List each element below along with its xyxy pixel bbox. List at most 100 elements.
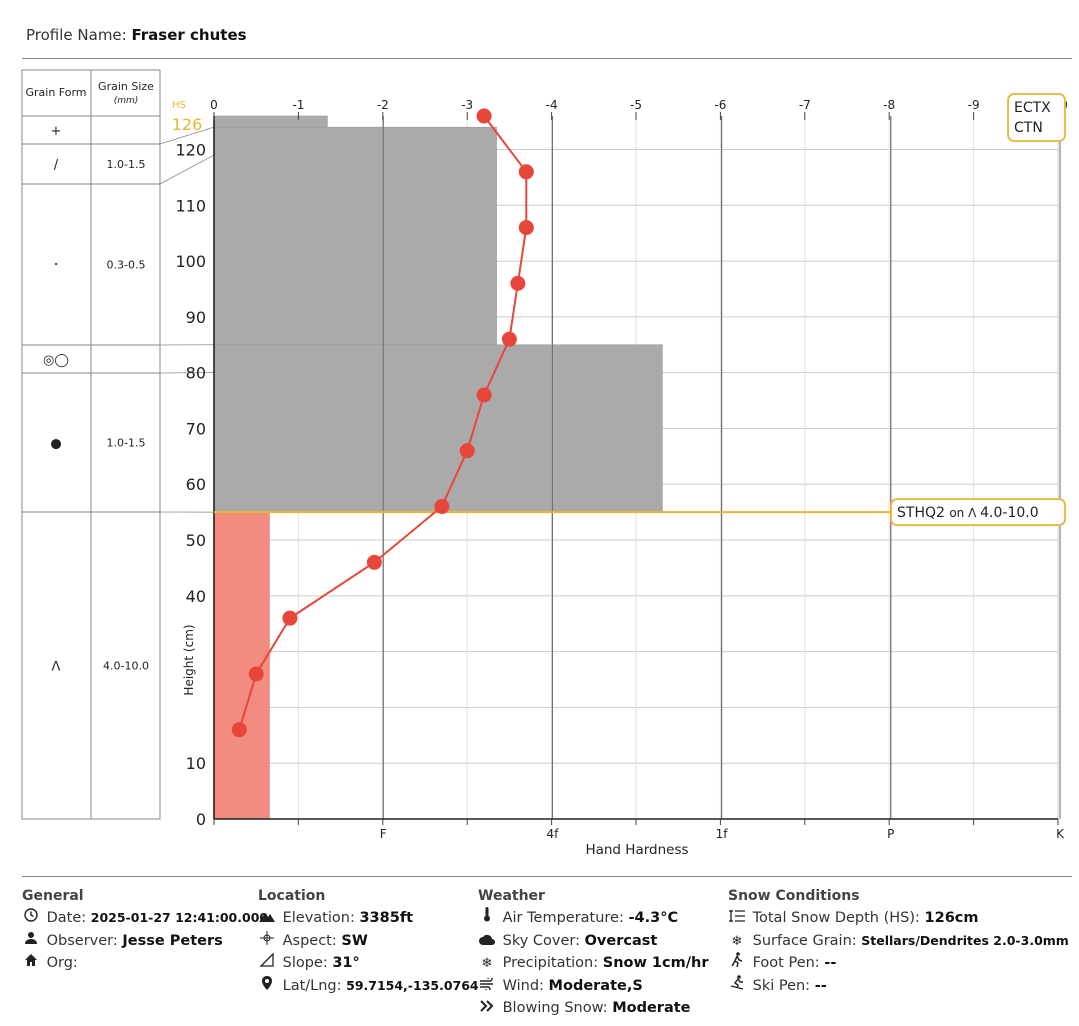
temperature-point: [282, 610, 298, 626]
grain-form-symbol: ●: [50, 437, 61, 452]
date-row: Date: 2025-01-27 12:41:00.000: [22, 907, 268, 930]
elevation-label: Elevation:: [282, 910, 355, 926]
wind-label: Wind:: [502, 977, 544, 994]
top-test-label: ECTX: [1014, 100, 1051, 116]
hiker-icon: [728, 952, 746, 976]
ski-pen-label: Ski Pen:: [752, 977, 811, 994]
hardness-layer-bar: [213, 344, 663, 513]
wind-value: Moderate,S: [548, 977, 643, 994]
hs-value: 126: [172, 115, 203, 134]
hs-label: HS: [172, 100, 186, 111]
slope-value: 31°: [332, 955, 360, 971]
hardness-layer-bar: [213, 115, 328, 128]
depth-icon: [728, 908, 746, 931]
foot-pen-label: Foot Pen:: [752, 955, 820, 971]
temperature-point: [434, 499, 450, 515]
elevation-row: Elevation: 3385ft: [258, 907, 479, 930]
grain-size-value: 1.0-1.5: [107, 437, 146, 450]
home-icon: [22, 953, 40, 976]
y-tick-label: 90: [186, 308, 206, 327]
hs-label: Total Snow Depth (HS):: [752, 910, 920, 926]
temp-tick-label: 0: [210, 98, 218, 112]
location-section: Location Elevation: 3385ft Aspect: SW Sl…: [258, 888, 479, 997]
top-divider: [22, 58, 1072, 59]
foot-pen-value: --: [824, 955, 837, 971]
org-row: Org:: [22, 952, 268, 975]
grain-form-symbol: ·: [53, 255, 58, 274]
temperature-point: [476, 108, 492, 124]
observer-label: Observer:: [46, 932, 118, 949]
top-tests-box: [1007, 93, 1066, 142]
clock-icon: [22, 908, 40, 931]
hardness-tick-label: K: [1056, 827, 1065, 841]
skier-icon: [728, 974, 746, 999]
air-temp-value: -4.3°C: [628, 910, 679, 926]
sky-value: Overcast: [584, 932, 658, 949]
weather-title: Weather: [478, 888, 545, 904]
precip-label: Precipitation:: [502, 955, 599, 971]
y-axis-label: Height (cm): [182, 624, 196, 695]
surface-row: ❄ Surface Grain: Stellars/Dendrites 2.0-…: [728, 930, 1069, 953]
snow-title: Snow Conditions: [728, 888, 860, 904]
y-tick-label: 0: [196, 810, 206, 829]
temperature-point: [501, 331, 517, 347]
temperature-point: [248, 666, 264, 682]
grain-form-symbol: /: [54, 158, 59, 173]
snow-section: Snow Conditions Total Snow Depth (HS): 1…: [728, 888, 1069, 997]
temperature-point: [518, 164, 534, 180]
temperature-line: [238, 115, 528, 731]
temp-tick-label: -7: [799, 98, 811, 112]
slope-icon: [258, 952, 276, 976]
temperature-point: [510, 275, 526, 291]
temp-tick-label: -8: [883, 98, 895, 112]
aspect-row: Aspect: SW: [258, 930, 479, 953]
layer-connector: [159, 154, 215, 185]
x-axis-label: Hand Hardness: [585, 842, 688, 858]
grain-size-value: 4.0-10.0: [103, 660, 149, 673]
observer-value: Jesse Peters: [122, 932, 223, 949]
y-tick-label: 10: [186, 754, 206, 773]
foot-pen-row: Foot Pen: --: [728, 952, 1069, 975]
ski-pen-value: --: [814, 977, 827, 994]
y-tick-label: 50: [186, 531, 206, 550]
y-tick-label: 80: [186, 364, 206, 383]
temp-tick-label: -5: [630, 98, 642, 112]
aspect-label: Aspect:: [282, 932, 337, 949]
blowing-row: Blowing Snow: Moderate: [478, 997, 708, 1020]
date-label: Date:: [46, 910, 87, 926]
location-title: Location: [258, 888, 326, 904]
sky-row: Sky Cover: Overcast: [478, 930, 708, 953]
profile-name-label: Profile Name:: [26, 26, 127, 44]
profile-name-value: Fraser chutes: [131, 26, 247, 44]
top-test-label: CTN: [1014, 120, 1043, 136]
hardness-layer-bar: [213, 126, 497, 346]
weather-section: Weather Air Temperature: -4.3°C Sky Cove…: [478, 888, 708, 1020]
temperature-point: [476, 387, 492, 403]
ski-pen-row: Ski Pen: --: [728, 974, 1069, 999]
hardness-tick-label: F: [380, 827, 387, 841]
person-icon: [22, 931, 40, 954]
temp-tick-label: -4: [546, 98, 558, 112]
profile-name: Profile Name: Fraser chutes: [26, 26, 247, 44]
compass-icon: [258, 930, 276, 954]
date-value: 2025-01-27 12:41:00.000: [90, 910, 269, 925]
blowing-label: Blowing Snow:: [502, 1000, 608, 1016]
blowing-value: Moderate: [612, 1000, 691, 1016]
snowflake-icon: ❄: [481, 956, 493, 971]
observer-row: Observer: Jesse Peters: [22, 930, 268, 953]
slope-label: Slope:: [282, 955, 328, 971]
org-label: Org:: [46, 955, 78, 971]
snowflake-icon: ❄: [731, 933, 743, 949]
grain-form-symbol: ᐱ: [52, 660, 61, 675]
y-tick-label: 110: [175, 196, 206, 215]
hardness-tick-label: 4f: [546, 827, 559, 841]
y-tick-label: 100: [175, 252, 206, 271]
thermometer-icon: [478, 907, 496, 931]
hs-row: Total Snow Depth (HS): 126cm: [728, 907, 1069, 930]
grain-size-unit: (mm): [114, 96, 139, 106]
aspect-value: SW: [341, 932, 368, 949]
grain-size-header: Grain Size: [98, 80, 154, 93]
air-temp-row: Air Temperature: -4.3°C: [478, 907, 708, 930]
wind-icon: [478, 975, 496, 999]
latlng-row: Lat/Lng: 59.7154,-135.0764: [258, 975, 479, 998]
